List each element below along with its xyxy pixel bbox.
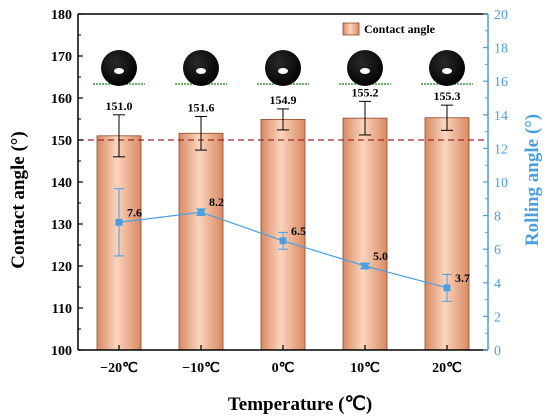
legend: Contact angle bbox=[342, 22, 436, 36]
droplet-highlight-4 bbox=[442, 68, 452, 74]
y-right-tick-label-10: 20 bbox=[494, 8, 508, 23]
bar-labels-layer: 151.0 151.6 154.9 155.2 155.3 bbox=[106, 85, 461, 114]
x-tick-label-1: −10℃ bbox=[182, 361, 220, 376]
x-axis-title: Temperature (℃) bbox=[228, 394, 372, 415]
y-tick-label-8: 180 bbox=[51, 8, 72, 23]
y-tick-label-1: 110 bbox=[52, 302, 72, 317]
legend-swatch bbox=[342, 22, 360, 36]
y-tick-label-4: 140 bbox=[51, 176, 72, 191]
bar-label-3: 155.2 bbox=[352, 85, 379, 99]
x-tick-label-3: 10℃ bbox=[350, 361, 380, 376]
bar-1 bbox=[178, 132, 224, 351]
y-tick-label-6: 160 bbox=[51, 92, 72, 107]
rolling-label-1: 8.2 bbox=[209, 195, 224, 209]
axes-layer: 100 110 120 130 140 150 160 170 180 0 2 4 6 8 10 12 14 16… bbox=[51, 8, 508, 376]
droplet-highlight-3 bbox=[360, 68, 370, 74]
rolling-point-3 bbox=[361, 262, 369, 270]
bar-3 bbox=[342, 117, 388, 351]
y-right-tick-label-8: 16 bbox=[494, 75, 508, 90]
bar-4 bbox=[424, 117, 470, 351]
rolling-point-4 bbox=[443, 284, 451, 292]
bar-label-0: 151.0 bbox=[106, 99, 133, 113]
y-right-tick-label-9: 18 bbox=[494, 42, 508, 57]
y-right-tick-label-3: 6 bbox=[494, 243, 501, 258]
y-right-tick-label-2: 4 bbox=[494, 277, 501, 292]
y-tick-label-0: 100 bbox=[51, 344, 72, 359]
rolling-angle-layer: 7.6 8.2 6.5 5.0 3.7 bbox=[114, 188, 470, 302]
y-right-tick-label-7: 14 bbox=[494, 109, 508, 124]
legend-label: Contact angle bbox=[364, 22, 436, 36]
rolling-label-0: 7.6 bbox=[127, 205, 142, 219]
rolling-label-2: 6.5 bbox=[291, 224, 306, 238]
y-axis-right-title: Rolling angle (°) bbox=[522, 114, 543, 246]
rolling-point-1 bbox=[197, 208, 205, 216]
y-right-tick-label-1: 2 bbox=[494, 310, 501, 325]
y-tick-label-7: 170 bbox=[51, 50, 72, 65]
droplet-images-layer bbox=[93, 50, 473, 86]
y-right-tick-label-4: 8 bbox=[494, 210, 501, 225]
rolling-point-0 bbox=[115, 218, 123, 226]
y-right-tick-label-0: 0 bbox=[494, 344, 501, 359]
rolling-label-4: 3.7 bbox=[455, 271, 470, 285]
droplet-highlight-0 bbox=[114, 68, 124, 74]
x-tick-label-2: 0℃ bbox=[272, 361, 295, 376]
droplet-highlight-2 bbox=[278, 68, 288, 74]
y-axis-title: Contact angle (°) bbox=[8, 131, 29, 268]
y-right-tick-label-5: 10 bbox=[494, 176, 508, 191]
y-tick-label-2: 120 bbox=[51, 260, 72, 275]
rolling-label-3: 5.0 bbox=[373, 249, 388, 263]
x-tick-label-4: 20℃ bbox=[432, 361, 462, 376]
bar-label-4: 155.3 bbox=[434, 89, 461, 103]
y-tick-label-3: 130 bbox=[51, 218, 72, 233]
bar-label-1: 151.6 bbox=[188, 100, 215, 114]
rolling-point-2 bbox=[279, 237, 287, 245]
bar-label-2: 154.9 bbox=[270, 93, 297, 107]
bar-error-bars-layer bbox=[113, 100, 453, 158]
droplet-highlight-1 bbox=[196, 68, 206, 74]
y-tick-label-5: 150 bbox=[51, 134, 72, 149]
x-tick-label-0: −20℃ bbox=[100, 361, 138, 376]
y-right-tick-label-6: 12 bbox=[494, 142, 508, 157]
